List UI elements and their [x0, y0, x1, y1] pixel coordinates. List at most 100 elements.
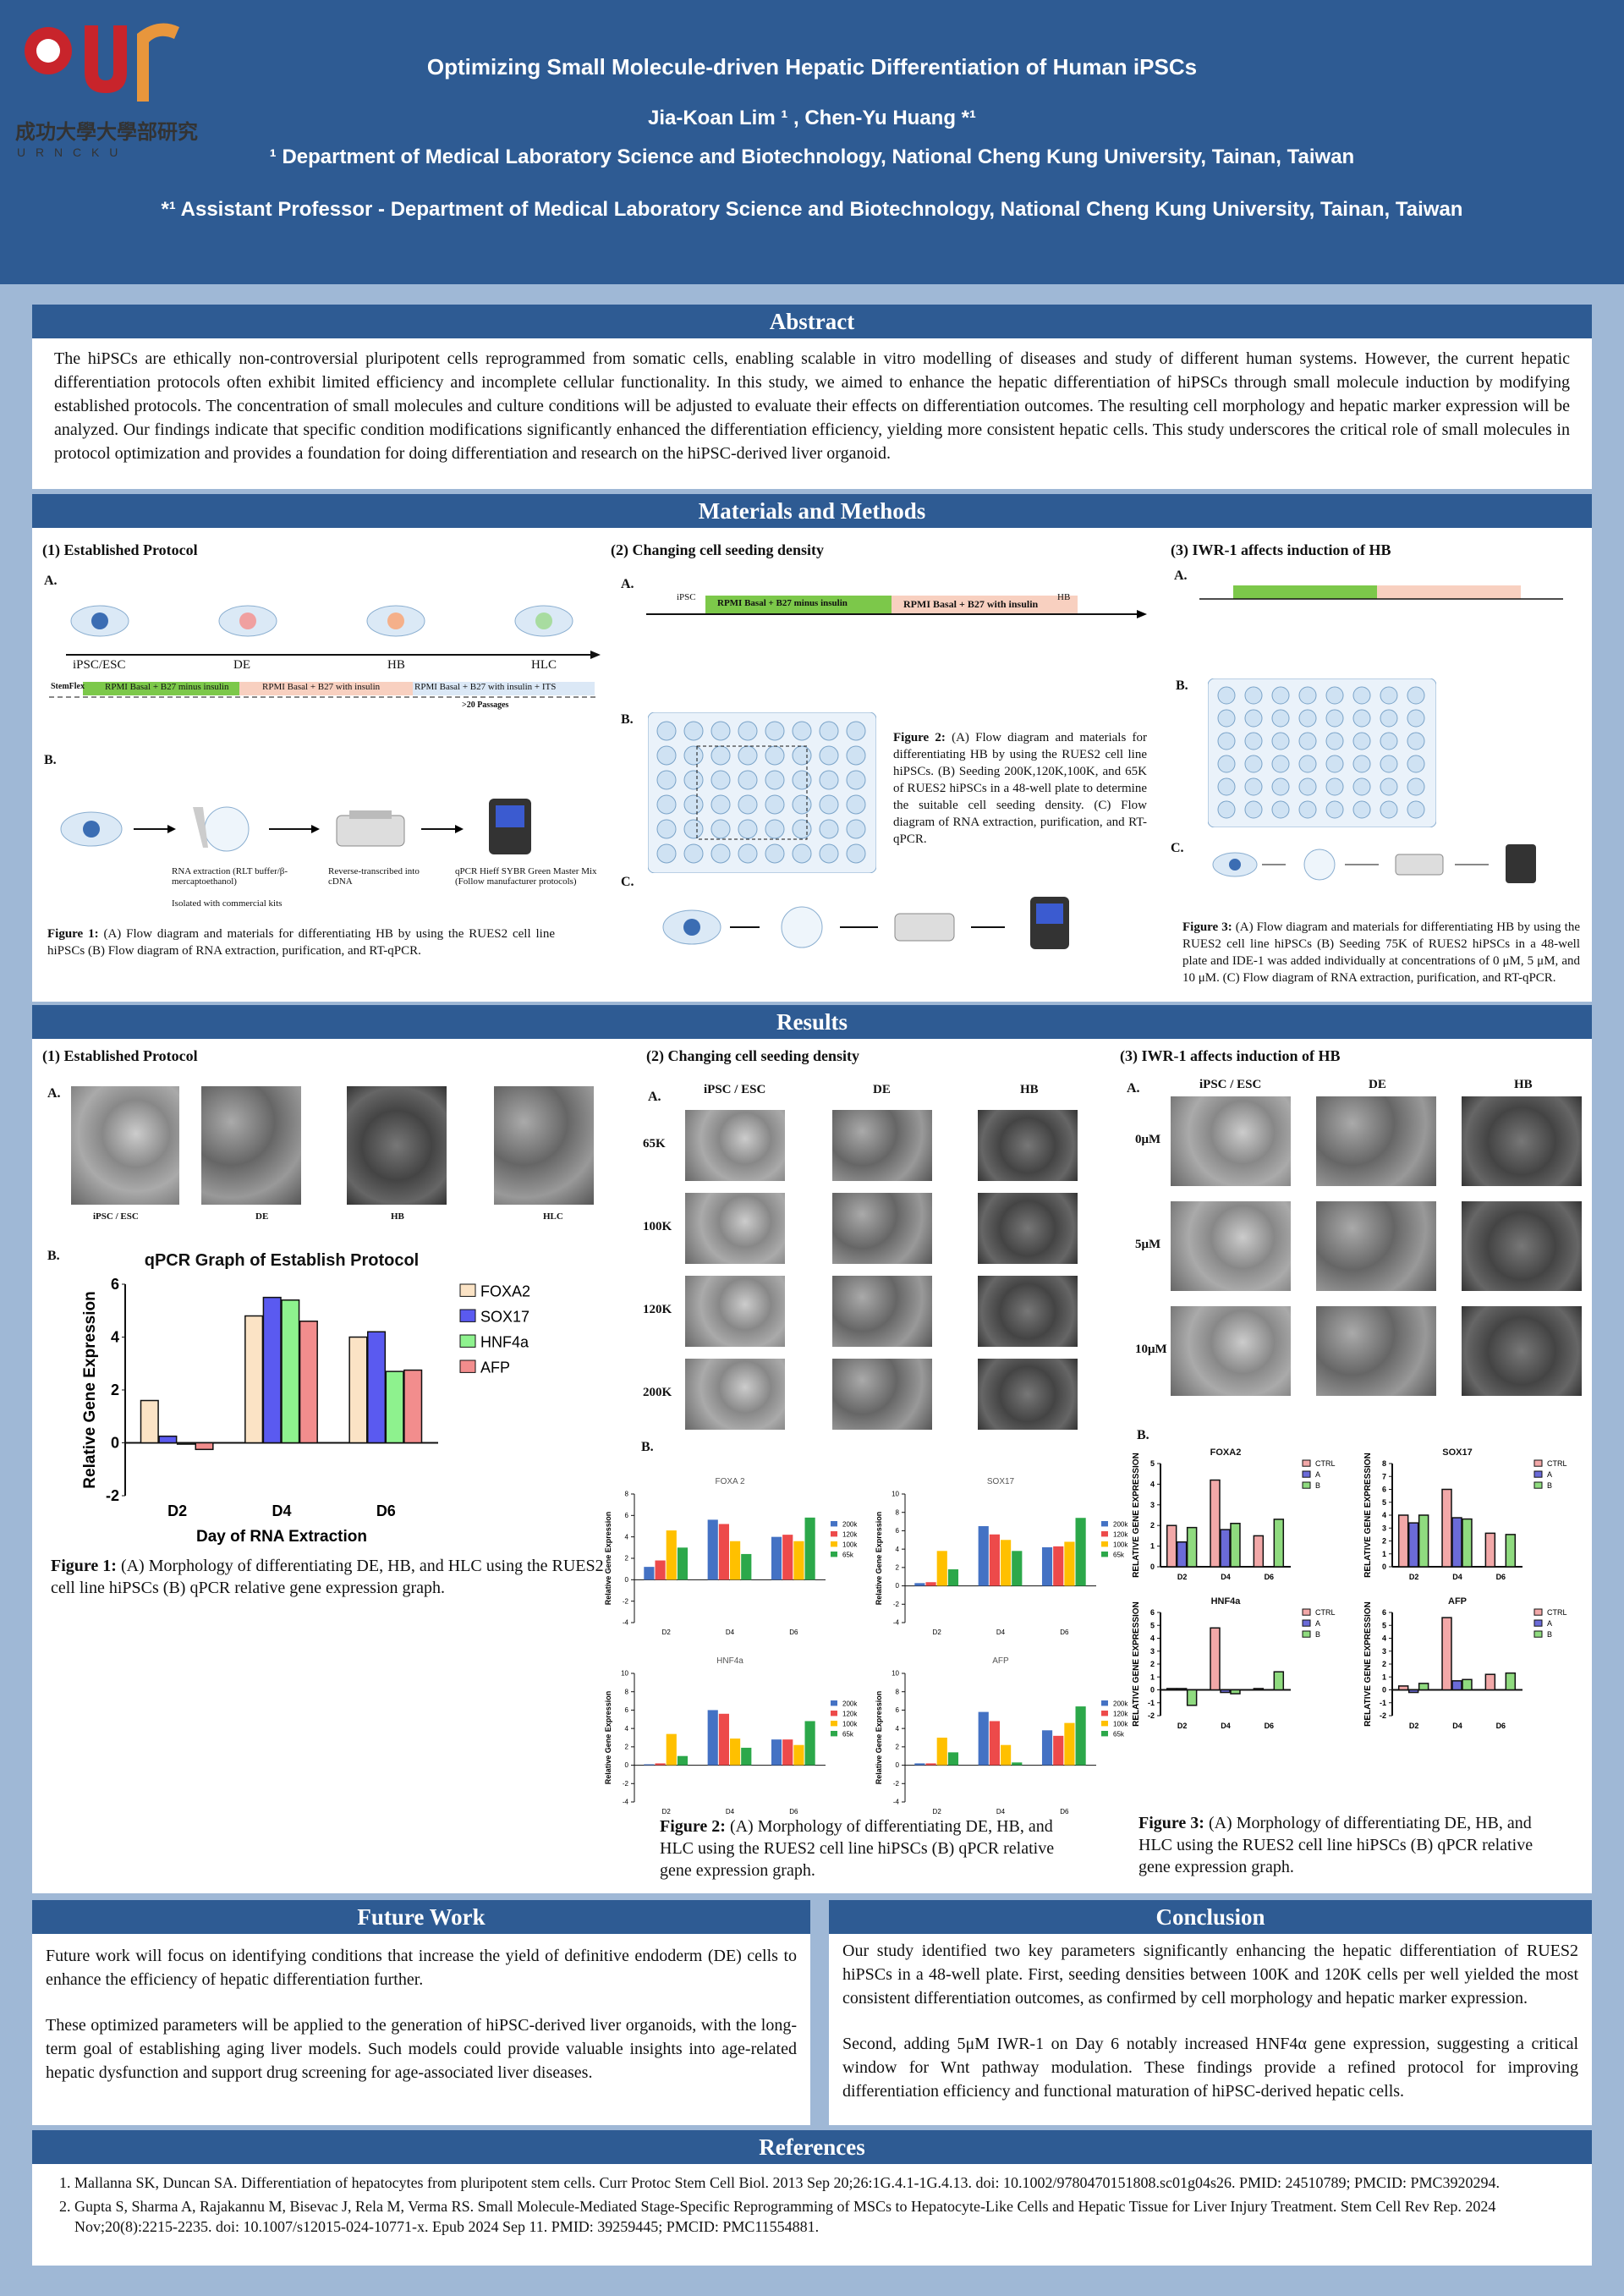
- y-tick-label: 2: [1382, 1660, 1386, 1668]
- bar-100k: [793, 1541, 804, 1580]
- well: [1217, 686, 1236, 705]
- y-tick-label: 4: [896, 1725, 900, 1733]
- bar-SOX17: [158, 1435, 178, 1444]
- poster-title: Optimizing Small Molecule-driven Hepatic…: [426, 54, 1198, 80]
- y-tick-label: 8: [896, 1688, 900, 1695]
- chart-title: FOXA2: [1210, 1447, 1242, 1458]
- well: [1271, 777, 1290, 796]
- bar-65k: [1075, 1706, 1086, 1766]
- morphology-image: [685, 1359, 785, 1430]
- conclusion-heading: Conclusion: [829, 1900, 1592, 1934]
- well: [1407, 709, 1425, 728]
- references-section: References Mallanna SK, Duncan SA. Diffe…: [32, 2130, 1592, 2266]
- x-tick-label: D2: [1177, 1573, 1188, 1581]
- methods-col3-a: A.: [1174, 569, 1188, 583]
- x-axis-label: Day of RNA Extraction: [196, 1528, 367, 1546]
- chart-title: FOXA 2: [715, 1477, 744, 1486]
- methods-figure2-caption: Figure 2: (A) Flow diagram and materials…: [893, 731, 1147, 846]
- well: [1244, 686, 1263, 705]
- legend-swatch: [1533, 1608, 1543, 1616]
- methods-col2-rna-workflow: [662, 897, 1069, 949]
- bar-120k: [655, 1763, 666, 1766]
- bar-120k: [718, 1713, 729, 1766]
- morphology-image: [832, 1193, 932, 1264]
- well: [1298, 777, 1317, 796]
- chart-title: SOX17: [987, 1477, 1015, 1486]
- morphology-image: [978, 1193, 1078, 1264]
- bar-100k: [1001, 1744, 1012, 1766]
- row-label: 0μM: [1135, 1133, 1161, 1146]
- legend-label: CTRL: [1315, 1608, 1336, 1617]
- morph-label-de: DE: [255, 1211, 269, 1222]
- x-tick-label: D4: [726, 1808, 735, 1815]
- bar-B: [1273, 1519, 1285, 1568]
- legend-swatch: [1101, 1731, 1108, 1737]
- y-tick-label: 0: [1382, 1686, 1386, 1695]
- r3-col-de: DE: [1369, 1078, 1386, 1091]
- legend-label: B: [1315, 1630, 1320, 1639]
- bar-200k: [771, 1739, 782, 1766]
- well: [683, 819, 704, 839]
- x-tick-label: D4: [1221, 1573, 1231, 1581]
- bar-65k: [947, 1569, 959, 1586]
- bar-65k: [677, 1547, 689, 1580]
- morphology-image: [1171, 1201, 1291, 1291]
- passages-label: >20 Passages: [462, 700, 509, 710]
- bar-SOX17: [367, 1331, 387, 1444]
- morphology-image: [978, 1276, 1078, 1347]
- x-tick-label: D2: [1177, 1722, 1188, 1730]
- methods-section: Materials and Methods (1) Established Pr…: [32, 494, 1592, 1002]
- methods-col2-stage-hb: HB: [1057, 592, 1071, 602]
- methods-col2-title: (2) Changing cell seeding density: [611, 541, 825, 558]
- y-tick-label: 0: [896, 1582, 900, 1590]
- y-tick-label: 3: [1382, 1524, 1386, 1532]
- legend-swatch: [1302, 1619, 1311, 1627]
- legend-label: CTRL: [1547, 1459, 1567, 1468]
- iwr1-48-well-plate: [1208, 678, 1436, 827]
- well: [1298, 732, 1317, 750]
- future-work-heading: Future Work: [32, 1900, 810, 1934]
- y-tick-label: 0: [625, 1576, 629, 1584]
- methods-col1-b: B.: [44, 753, 57, 767]
- bar-HNF4a: [385, 1370, 404, 1444]
- stage-label-de: DE: [233, 658, 250, 672]
- y-tick-label: 6: [1382, 1486, 1386, 1494]
- legend-swatch: [1101, 1711, 1108, 1717]
- legend-swatch: [459, 1334, 476, 1348]
- bar-100k: [936, 1738, 947, 1766]
- y-tick-label: 4: [896, 1546, 900, 1553]
- well: [656, 770, 677, 790]
- legend-swatch: [831, 1541, 837, 1547]
- legend-label: FOXA2: [480, 1283, 530, 1299]
- bar-B: [1462, 1678, 1473, 1691]
- medium-1: RPMI Basal + B27 minus insulin: [105, 682, 229, 692]
- y-tick-label: 0: [111, 1435, 119, 1452]
- morphology-image: [1316, 1306, 1436, 1396]
- legend-label: 100k: [842, 1541, 858, 1548]
- morphology-image: [685, 1193, 785, 1264]
- well: [1407, 777, 1425, 796]
- foxa2-density-chart: FOXA 2 -4 -2 0 2 4 6 8 D2 D4 D6 Relative Gene Expre…: [604, 1477, 858, 1636]
- results-section: Results (1) Established Protocol A. iPSC…: [32, 1005, 1592, 1893]
- future-work-section: Future Work Future work will focus on id…: [32, 1900, 810, 2125]
- morph-label-hb: HB: [391, 1211, 404, 1222]
- hnf4a-density-chart: HNF4a -4 -2 0 2 4 6 8 10 D2 D4 D6 Relative Gene Expr…: [604, 1656, 858, 1815]
- well: [656, 745, 677, 766]
- morph-hlc-image: [494, 1086, 594, 1205]
- well: [819, 794, 839, 815]
- morphology-image: [1171, 1096, 1291, 1186]
- well: [1217, 755, 1236, 773]
- well: [1352, 755, 1371, 773]
- well: [1352, 732, 1371, 750]
- y-tick-label: 1: [1382, 1673, 1386, 1681]
- x-tick-label: D6: [789, 1629, 798, 1636]
- bar-65k: [741, 1747, 752, 1766]
- y-tick-label: 3: [1150, 1501, 1155, 1509]
- y-tick-label: -4: [623, 1799, 629, 1806]
- morph-ipsc-image: [71, 1086, 179, 1205]
- logo-subtext: U R N C K U: [17, 146, 122, 159]
- y-axis-label: Relative Gene Expression: [875, 1512, 883, 1606]
- chart-title: AFP: [1448, 1596, 1467, 1607]
- y-tick-label: 0: [1150, 1686, 1155, 1695]
- well: [1407, 755, 1425, 773]
